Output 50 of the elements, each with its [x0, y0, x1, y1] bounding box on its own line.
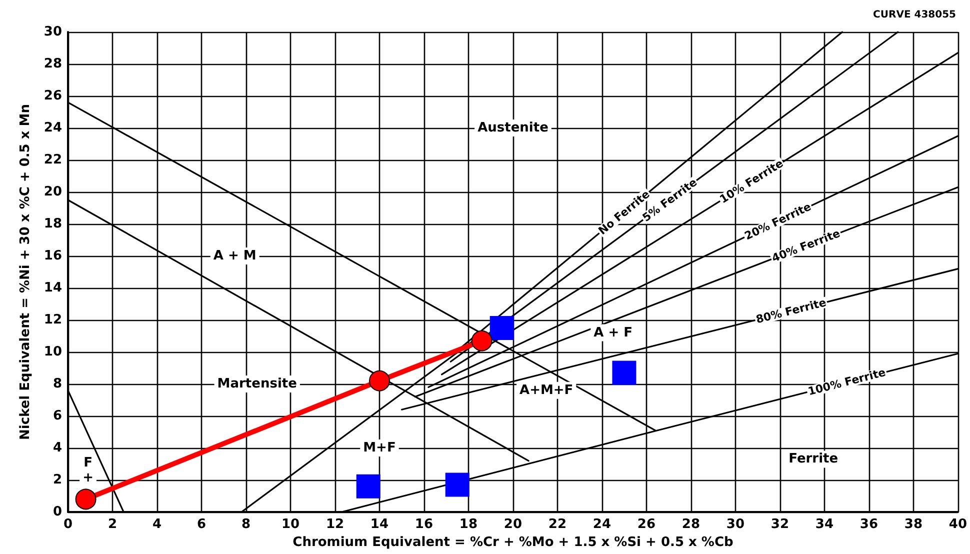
x-tick-label: 2	[108, 517, 118, 532]
y-tick-label: 6	[52, 408, 62, 424]
x-tick-label: 38	[904, 517, 923, 532]
x-tick-label: 6	[196, 517, 206, 532]
x-tick-label: 12	[326, 517, 344, 532]
y-tick-label: 28	[44, 56, 62, 72]
y-tick-label: 0	[52, 504, 62, 520]
x-tick-label: 24	[592, 517, 612, 532]
y-tick-label: 8	[52, 376, 62, 392]
x-tick-label: 4	[152, 517, 162, 532]
text: 100% Ferrite	[806, 366, 888, 398]
x-axis-title: Chromium Equivalent = %Cr + %Mo + 1.5 x %Si + 0.5 x %Cb	[292, 535, 734, 550]
x-tick-label: 36	[860, 517, 878, 532]
y-tick-label: 18	[44, 216, 62, 232]
y-tick-label: 10	[44, 344, 62, 360]
x-tick-label: 28	[682, 517, 700, 532]
x-tick-label: 0	[63, 517, 73, 532]
x-tick-label: 14	[370, 517, 389, 532]
y-axis-title: Nickel Equivalent = %Ni + 30 x %C + 0.5 x Mn	[18, 104, 33, 440]
x-tick-label: 26	[637, 517, 656, 532]
y-tick-label: 4	[52, 440, 62, 456]
annotation: A + F	[594, 325, 633, 340]
x-tick-label: 22	[548, 517, 567, 532]
annotation: F +	[82, 455, 94, 486]
x-tick-label: 10	[281, 517, 300, 532]
x-tick-label: 8	[241, 517, 251, 532]
annotation: Austenite	[478, 120, 549, 136]
x-tick-label: 18	[459, 517, 478, 532]
text: 80% Ferrite	[754, 296, 828, 326]
y-tick-label: 22	[44, 152, 62, 168]
x-tick-label: 30	[726, 517, 745, 532]
y-tick-label: 26	[44, 88, 62, 104]
y-tick-label: 2	[52, 472, 62, 488]
annotation: Ferrite	[788, 452, 838, 467]
x-tick-label: 16	[414, 517, 434, 532]
annotation: M+F	[363, 440, 396, 456]
y-tick-label: 30	[44, 24, 62, 40]
y-tick-label: 12	[44, 312, 62, 328]
y-tick-label: 16	[44, 248, 62, 264]
x-tick-label: 34	[815, 517, 834, 532]
annotation: Martensite	[217, 376, 298, 392]
x-tick-label: 40	[948, 517, 967, 532]
annotation: A + M	[213, 248, 256, 264]
y-tick-label: 24	[44, 120, 62, 136]
y-tick-label: 14	[44, 280, 62, 296]
y-tick-label: 20	[44, 184, 62, 200]
annotation: A+M+F	[520, 382, 574, 398]
x-tick-label: 32	[770, 517, 790, 532]
text: CURVE 438055	[873, 10, 956, 20]
x-tick-label: 20	[504, 517, 522, 532]
